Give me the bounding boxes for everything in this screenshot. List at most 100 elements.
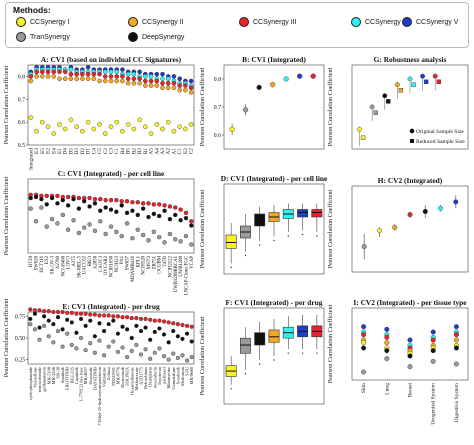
data-point [184, 323, 190, 328]
data-point [137, 80, 142, 86]
x-tick-label: D3 [74, 148, 80, 155]
data-point [85, 119, 91, 125]
data-point [130, 208, 135, 213]
x-tick-label: Lapatinib [74, 366, 79, 384]
data-point [124, 210, 130, 216]
data-point-reduced [360, 135, 366, 141]
data-point [49, 216, 55, 222]
x-tick-label: B3 [137, 148, 143, 155]
outlier-point [287, 352, 289, 354]
data-point [167, 216, 173, 222]
data-point [98, 196, 103, 202]
data-point [97, 78, 102, 84]
data-point [115, 331, 121, 336]
data-point [37, 337, 42, 342]
x-tick-label: OCUBM [158, 255, 163, 273]
data-point [108, 78, 114, 84]
data-point [180, 336, 185, 341]
x-tick-label: Digestive System [454, 382, 460, 422]
x-tick-label: doxorubicin [152, 366, 157, 388]
data-point-original [369, 104, 375, 110]
box [239, 337, 251, 354]
data-point [114, 209, 119, 214]
y-tick-label: 0.6 [18, 120, 25, 126]
x-tick-label: UWB1289 [179, 255, 184, 276]
x-tick-label: OVCAR3 [104, 255, 109, 275]
data-point [188, 78, 194, 84]
data-point [171, 80, 177, 86]
x-tick-label: Deforolimus [143, 367, 148, 389]
data-point [74, 124, 79, 130]
data-point [34, 128, 39, 134]
x-tick-label: MK-2206 [51, 366, 56, 384]
y-tick-label: 0.50 [15, 336, 25, 342]
data-point [57, 122, 62, 127]
data-point [392, 224, 398, 230]
data-point [68, 117, 74, 123]
x-tick-label: C1 [114, 148, 120, 155]
plot-frame [27, 311, 195, 365]
data-point [32, 311, 38, 316]
x-tick-label: A2058 [93, 255, 98, 269]
x-tick-label: Etoposide [88, 367, 93, 385]
y-tick-label: 0.7 [214, 105, 221, 111]
data-point [125, 122, 131, 127]
x-tick-label: A4 [154, 148, 160, 155]
data-point [68, 71, 74, 77]
data-point [40, 69, 45, 75]
data-point [171, 85, 177, 91]
data-point [148, 356, 153, 361]
x-tick-label: E4 [51, 148, 57, 154]
data-point [65, 203, 71, 208]
data-point [76, 230, 82, 236]
x-tick-label: AZD1775 [138, 366, 143, 385]
data-point [69, 310, 74, 315]
data-point [148, 78, 154, 84]
x-tick-label: MDAMB436 [131, 255, 136, 281]
data-point [154, 122, 160, 127]
data-point [124, 198, 130, 204]
data-point [108, 207, 114, 212]
data-point [108, 69, 114, 75]
y-tick-label: 0.8 [214, 77, 221, 83]
data-point [151, 211, 157, 217]
data-point [156, 213, 162, 219]
data-point [183, 215, 189, 221]
data-point [189, 223, 194, 228]
data-point [165, 80, 171, 86]
plot-frame [27, 178, 195, 254]
data-point [111, 314, 116, 319]
x-tick-label: C2 [103, 148, 109, 155]
x-tick-label: E1 [57, 148, 63, 154]
outlier-point [301, 233, 304, 236]
data-point [51, 131, 57, 136]
x-tick-label: MK-8669 [189, 366, 194, 384]
methods-legend: Methods: CCSynergy I CCSynergy II CCSynerg… [5, 2, 469, 48]
data-point [46, 334, 51, 339]
x-tick-label: D2 [80, 148, 86, 155]
data-point [143, 325, 148, 330]
data-point [80, 71, 85, 77]
legend-item-ccsynergy-iii: CCSynergy III [239, 17, 297, 27]
data-point [55, 221, 60, 226]
data-point [453, 345, 459, 351]
x-tick-label: MK-4827 [83, 366, 88, 384]
legend-label: CCSynergy V [416, 18, 459, 26]
outlier-point [301, 352, 304, 354]
x-tick-label: C3 [109, 148, 115, 155]
data-point [34, 69, 39, 75]
box [311, 209, 323, 218]
x-tick-label: 5-FU [185, 366, 190, 376]
outlier-point [273, 239, 275, 242]
x-tick-label: SK-MEL-5 [77, 255, 82, 277]
data-point [119, 198, 124, 204]
data-point [135, 200, 140, 205]
data-point [65, 194, 71, 200]
data-point [138, 316, 144, 322]
data-point [143, 74, 148, 79]
data-point [430, 329, 436, 335]
data-point [384, 326, 390, 332]
x-tick-label: C1 [177, 148, 183, 155]
x-tick-label: A375 [72, 255, 77, 266]
